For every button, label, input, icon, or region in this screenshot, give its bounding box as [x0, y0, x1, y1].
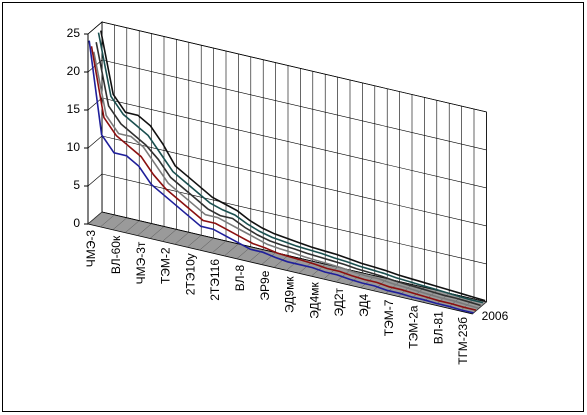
floor-grid-line	[273, 255, 289, 268]
y-tick-label: 0	[73, 216, 80, 230]
y-tick-label: 25	[67, 26, 81, 40]
series-line	[95, 42, 481, 307]
side-grid-line	[87, 21, 103, 35]
x-tick-label: 2ТЭ10у	[183, 253, 197, 295]
x-tick-label: ЭР9е	[258, 270, 272, 300]
x-tick-label: ВЛ-60к	[109, 235, 123, 274]
grid-line	[101, 97, 487, 189]
x-tick-label: ЭД2т	[332, 288, 346, 317]
y-tick-label: 15	[67, 102, 81, 116]
x-tick-label: ЭД4	[357, 293, 371, 316]
floor-grid-line	[112, 217, 127, 230]
series-line	[90, 46, 477, 311]
x-tick-label: ВЛ-8	[233, 264, 247, 291]
floor-grid-line	[335, 269, 351, 283]
y-tick-label: 5	[73, 178, 80, 192]
x-tick-label: ЧМЭ-3	[84, 230, 98, 268]
y-tick-label: 20	[67, 64, 81, 78]
series-line	[97, 32, 484, 304]
y-tick-label: 10	[67, 140, 81, 154]
series-line	[100, 30, 486, 302]
x-tick-label: ТЭМ-2	[159, 247, 173, 284]
floor-grid-line	[100, 214, 115, 228]
floor-grid-line	[162, 229, 177, 242]
floor-grid-line	[261, 252, 276, 265]
series-line	[88, 40, 474, 314]
floor-grid-line	[174, 232, 189, 245]
x-tick-label: ЭД4мк	[307, 281, 321, 318]
floor-grid-line	[224, 243, 239, 257]
grid-line	[101, 59, 487, 151]
floor-grid-line	[199, 237, 214, 251]
x-tick-label: ЧМЭ-3т	[134, 241, 148, 284]
side-grid-line	[87, 173, 103, 187]
floor-grid-line	[211, 240, 227, 254]
floor-grid-line	[187, 235, 202, 248]
x-tick-label: ТЭМ-2а	[407, 305, 421, 349]
floor-grid-line	[472, 301, 487, 315]
x-tick-label: ТЭМ-7	[382, 299, 396, 336]
side-grid-line	[87, 135, 103, 149]
x-tick-label: 2ТЭ116	[208, 259, 222, 301]
floor-grid-line	[125, 220, 140, 233]
floor-grid-line	[87, 211, 103, 225]
floor-grid-line	[137, 223, 152, 236]
floor-grid-line	[149, 226, 165, 239]
floor-grid-line	[348, 272, 363, 286]
series-label: 2006	[482, 309, 509, 323]
grid-line	[101, 21, 487, 113]
x-tick-label: ЭД9мк	[283, 276, 297, 313]
side-grid-line	[87, 97, 103, 111]
x-tick-label: ТГМ-23б	[456, 317, 470, 365]
floor-grid-line	[286, 258, 301, 271]
series-line	[93, 51, 479, 309]
x-tick-label: ВЛ-81	[431, 311, 445, 344]
